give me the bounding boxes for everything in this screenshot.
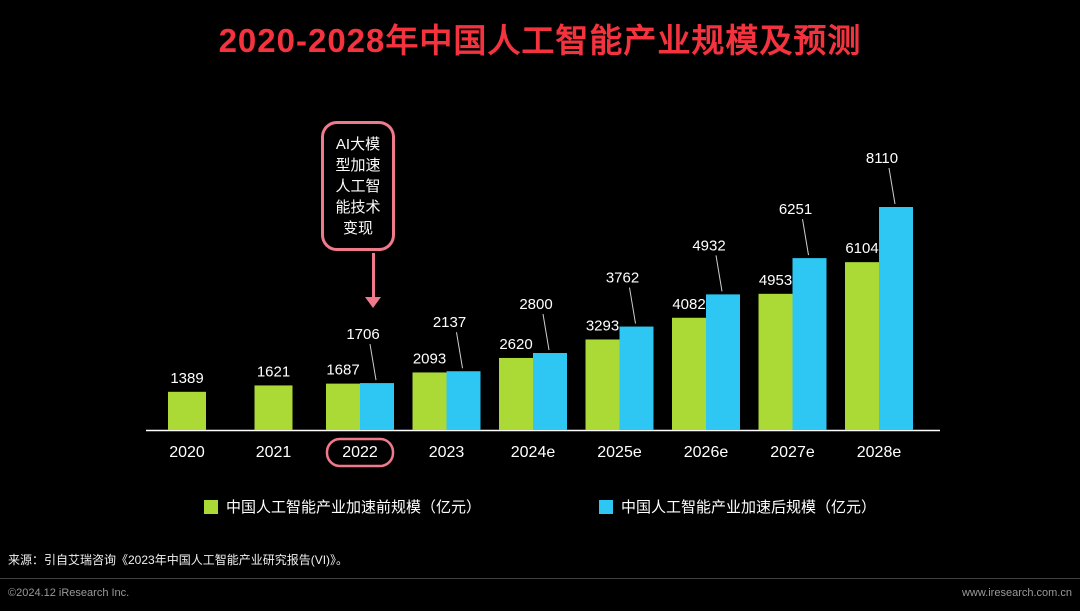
highlight-box-2022 — [325, 437, 395, 468]
value-label-after-2027e: 6251 — [779, 201, 812, 218]
value-label-after-2025e: 3762 — [606, 270, 639, 287]
bar-before-2021 — [254, 385, 293, 430]
bar-before-2022 — [326, 383, 360, 430]
x-tick-2021: 2021 — [256, 444, 292, 461]
value-label-after-2023: 2137 — [433, 314, 466, 331]
label-connector-2026e — [715, 255, 723, 292]
bar-after-2024e — [533, 353, 567, 430]
label-connector-2025e — [629, 287, 636, 324]
value-label-before-2022: 1687 — [326, 362, 359, 379]
footer-copyright: ©2024.12 iResearch Inc. — [8, 587, 130, 599]
label-connector-2028e — [888, 167, 896, 205]
bar-after-2025e — [619, 326, 654, 430]
chart-title: 2020-2028年中国人工智能产业规模及预测 — [218, 22, 862, 59]
value-label-before-2026e: 4082 — [672, 296, 705, 313]
footer-divider — [0, 578, 1080, 579]
arrow-line — [371, 253, 375, 297]
footer-url: www.iresearch.com.cn — [961, 587, 1072, 599]
x-tick-2026e: 2026e — [684, 444, 729, 461]
x-tick-2024e: 2024e — [511, 444, 556, 461]
value-label-before-2024e: 2620 — [499, 336, 532, 353]
bar-before-2027e — [758, 293, 793, 430]
legend-item-after-acceleration: 中国人工智能产业加速后规模（亿元） — [599, 496, 876, 517]
value-label-before-2025e: 3293 — [586, 317, 619, 334]
legend-label-before: 中国人工智能产业加速前规模（亿元） — [225, 499, 481, 516]
value-label-before-2021: 1621 — [257, 363, 290, 380]
bar-before-2025e — [585, 339, 620, 430]
source-note: 来源：引自艾瑞咨询《2023年中国人工智能产业研究报告(VI)》。 — [8, 553, 349, 567]
bar-after-2026e — [706, 294, 740, 430]
value-label-before-2023: 2093 — [413, 350, 446, 367]
legend-swatch-green — [203, 499, 218, 514]
label-connector-2027e — [802, 219, 809, 256]
value-label-after-2028e: 8110 — [866, 150, 898, 167]
bar-before-2028e — [845, 262, 879, 430]
arrow-head — [365, 297, 381, 308]
value-label-before-2020: 1389 — [170, 370, 203, 387]
label-connector-2024e — [542, 313, 550, 351]
bar-after-2022 — [360, 383, 394, 430]
label-connector-2022 — [369, 344, 377, 381]
bar-after-2027e — [792, 258, 827, 430]
bar-before-2023 — [412, 372, 447, 430]
bar-before-2024e — [499, 357, 533, 430]
x-tick-2025e: 2025e — [597, 444, 642, 461]
x-tick-2020: 2020 — [169, 444, 205, 461]
x-tick-2028e: 2028e — [857, 444, 902, 461]
bar-after-2023 — [446, 371, 481, 430]
annotation-text: AI大模型加速人工智能技术变现 — [335, 135, 381, 237]
bar-after-2028e — [879, 207, 913, 430]
bar-before-2020 — [168, 391, 206, 430]
legend-label-after: 中国人工智能产业加速后规模（亿元） — [621, 499, 877, 516]
legend: 中国人工智能产业加速前规模（亿元） 中国人工智能产业加速后规模（亿元） — [0, 496, 1080, 517]
value-label-before-2028e: 6104 — [845, 240, 878, 257]
value-label-after-2024e: 2800 — [519, 296, 552, 313]
legend-item-before-acceleration: 中国人工智能产业加速前规模（亿元） — [203, 496, 481, 517]
x-tick-2027e: 2027e — [770, 444, 815, 461]
annotation-callout: AI大模型加速人工智能技术变现 — [321, 121, 395, 251]
x-tick-2023: 2023 — [429, 444, 465, 461]
value-label-after-2022: 1706 — [346, 326, 379, 343]
x-tick-2022: 2022 — [342, 444, 378, 461]
value-label-after-2026e: 4932 — [692, 237, 725, 254]
value-label-before-2027e: 4953 — [759, 272, 792, 289]
bar-before-2026e — [672, 317, 706, 430]
legend-swatch-blue — [599, 499, 613, 514]
label-connector-2023 — [456, 332, 463, 369]
annotation-arrow-icon — [364, 253, 382, 309]
